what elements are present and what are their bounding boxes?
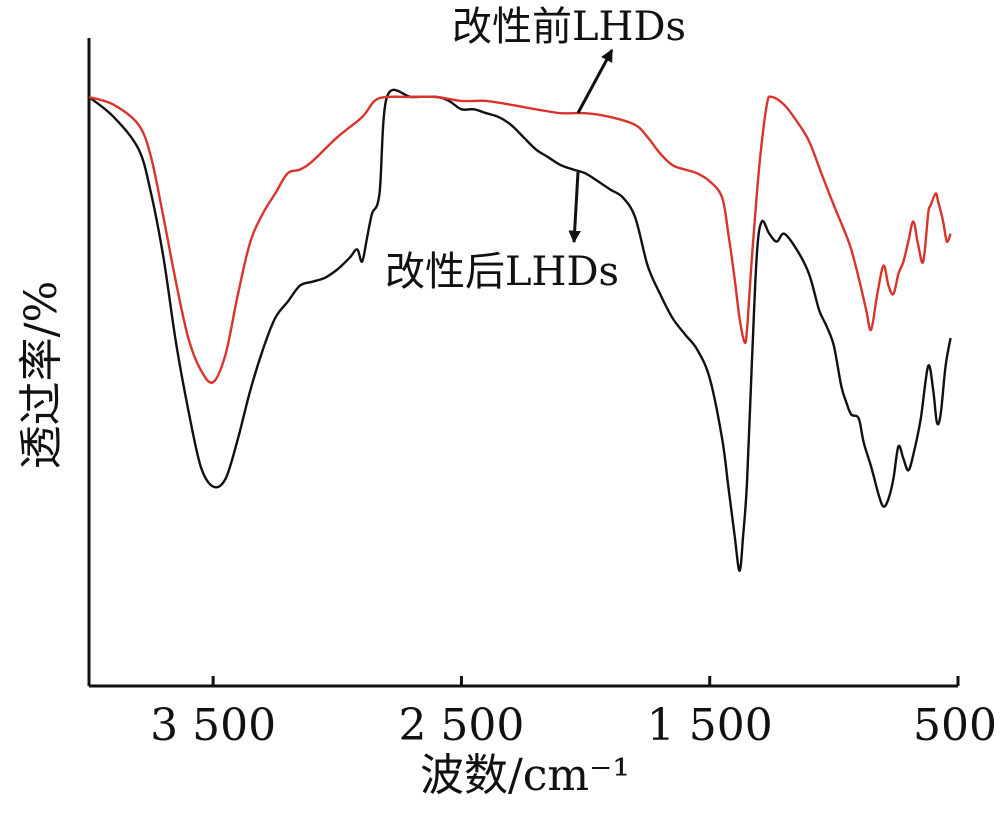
annotation-layer: 改性前LHDs 改性后LHDs <box>385 4 686 295</box>
series-line-before-modification <box>88 95 952 384</box>
axes <box>87 38 958 688</box>
annotation-after-arrow <box>568 171 581 244</box>
y-axis-title: 透过率/% <box>16 281 67 470</box>
x-tick-label: 3 500 <box>150 700 276 751</box>
x-tick-label: 1 500 <box>647 700 773 751</box>
x-ticks: 3 500 2 500 1 500 500 <box>150 676 997 751</box>
x-tick-label: 500 <box>913 700 997 751</box>
series-line-after-modification <box>88 88 952 572</box>
series-layer <box>88 88 952 572</box>
annotation-before-arrow <box>576 48 614 114</box>
x-axis-title: 波数/cm⁻¹ <box>420 750 630 801</box>
annotation-before-label: 改性前LHDs <box>452 4 686 50</box>
x-tick-label: 2 500 <box>398 700 524 751</box>
annotation-after-label: 改性后LHDs <box>385 249 619 295</box>
